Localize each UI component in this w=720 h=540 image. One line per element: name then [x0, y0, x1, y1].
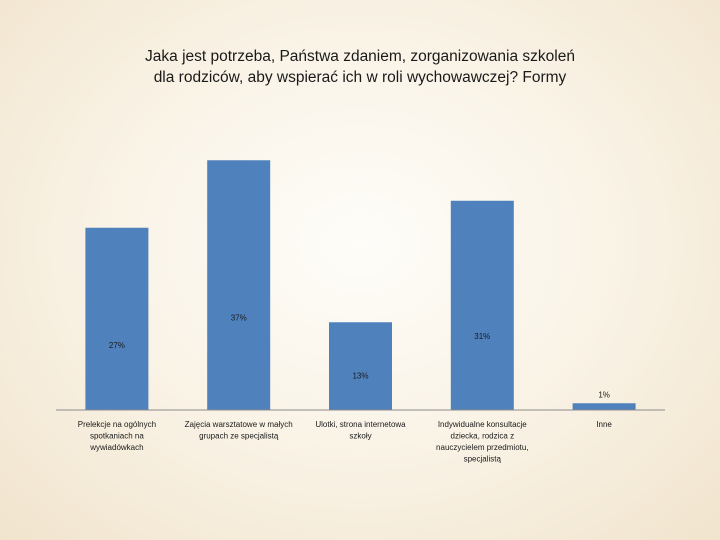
- category-label-3-line-1: Ulotki, strona internetowa: [315, 420, 406, 429]
- chart-title-line-1: Jaka jest potrzeba, Państwa zdaniem, zor…: [145, 48, 575, 65]
- bar-2: [207, 160, 271, 410]
- data-label-2: 37%: [231, 313, 247, 322]
- category-label-3: Ulotki, strona internetowa szkoły: [315, 420, 406, 441]
- data-label-1: 27%: [109, 341, 125, 350]
- category-label-1-line-2: spotkaniach na: [90, 432, 144, 441]
- category-label-3-line-2: szkoły: [349, 432, 371, 441]
- category-label-1-line-3: wywiadówkach: [89, 443, 143, 452]
- chart-title: Jaka jest potrzeba, Państwa zdaniem, zor…: [90, 46, 630, 88]
- category-label-1-line-1: Prelekcje na ogólnych: [78, 420, 156, 429]
- bar-3: [329, 322, 392, 410]
- category-label-4: Indywidualne konsultacje dziecka, rodzica…: [436, 420, 528, 464]
- category-label-4-line-2: dziecka, rodzica z: [451, 432, 515, 441]
- bar-4: [450, 200, 514, 410]
- category-label-1: Prelekcje na ogólnych spotkaniach na wywia…: [78, 420, 156, 452]
- bar-1: [85, 227, 149, 410]
- category-label-2-line-2: grupach ze specjalistą: [199, 432, 279, 441]
- data-label-5: 1%: [598, 390, 610, 399]
- category-label-4-line-4: specjalistą: [464, 455, 502, 464]
- category-label-2: Zajęcia warsztatowe w małych grupach ze s…: [185, 420, 293, 441]
- category-label-2-line-1: Zajęcia warsztatowe w małych: [185, 420, 293, 429]
- category-label-4-line-3: nauczycielem przedmiotu,: [436, 443, 528, 452]
- category-label-5-line-1: Inne: [596, 420, 612, 429]
- data-label-3: 13%: [352, 371, 368, 380]
- chart-title-line-2: dla rodziców, aby wspierać ich w roli wy…: [153, 69, 567, 86]
- category-label-5: Inne: [596, 420, 612, 429]
- bar-5: [572, 403, 636, 410]
- data-label-4: 31%: [474, 332, 490, 341]
- category-label-4-line-1: Indywidualne konsultacje: [438, 420, 527, 429]
